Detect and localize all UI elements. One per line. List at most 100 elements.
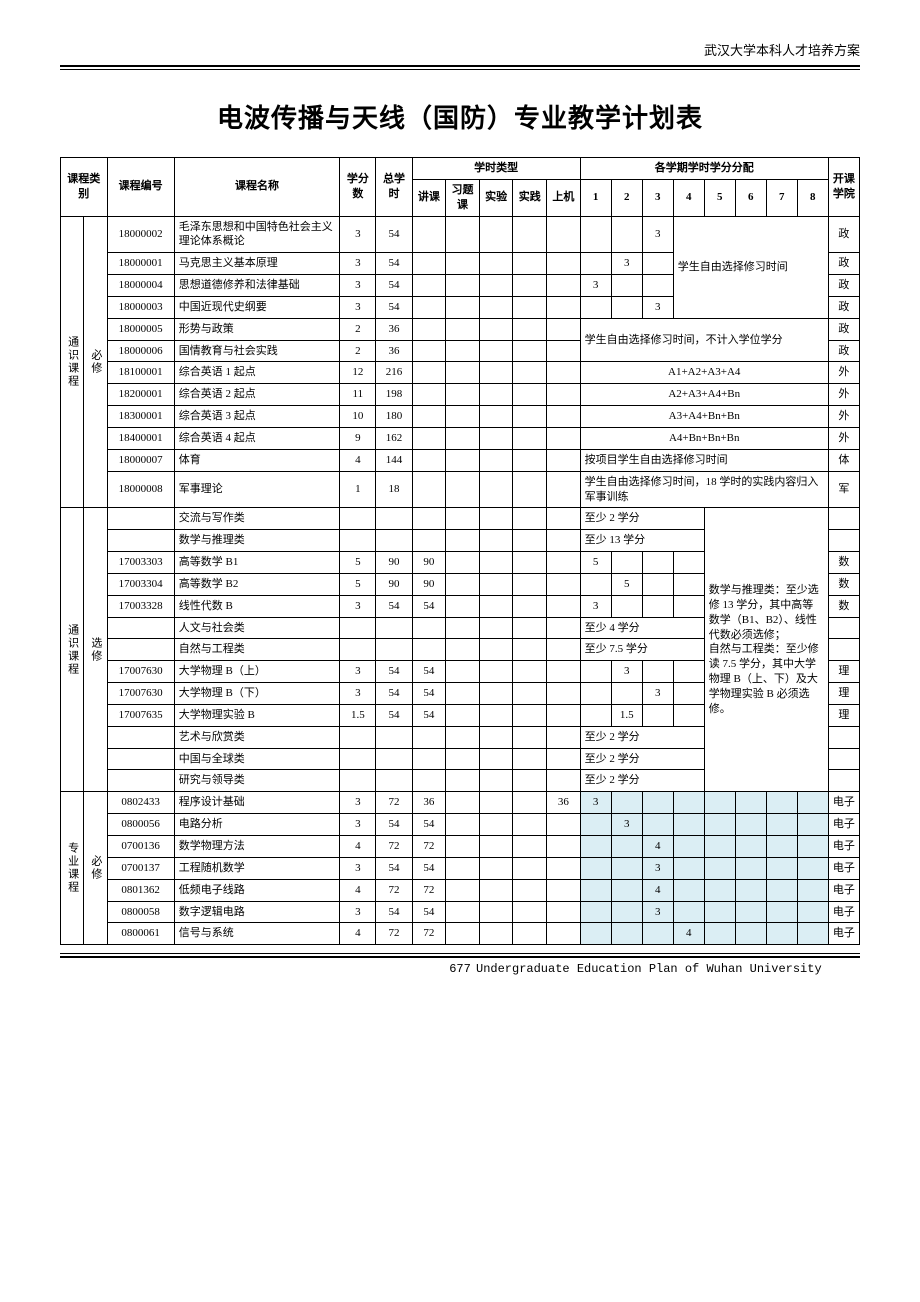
cat-major: 专业课程	[61, 792, 84, 945]
cell-credit: 12	[340, 362, 376, 384]
cell-code: 18400001	[107, 427, 174, 449]
cell-sem: 3	[580, 595, 611, 617]
cell-credit: 1.5	[340, 704, 376, 726]
cell-note: A3+A4+Bn+Bn	[580, 406, 828, 428]
footer-rule-thick	[60, 956, 860, 958]
table-row: 通识课程 选修 交流与写作类 至少 2 学分 数学与推理类：至少选修 13 学分…	[61, 508, 860, 530]
cell-dept: 政	[828, 318, 859, 340]
cell-dept: 数	[828, 573, 859, 595]
cell-name: 自然与工程类	[174, 639, 339, 661]
cell-credit: 9	[340, 427, 376, 449]
cell-code: 18000006	[107, 340, 174, 362]
cell-name: 研究与领导类	[174, 770, 339, 792]
cell-rightnote: 数学与推理类：至少选修 13 学分，其中高等数学（B1、B2）、线性代数必须选修…	[704, 508, 828, 792]
table-row: 0700137 工程随机数学 3 54 54 3 电子	[61, 857, 860, 879]
cell-note: 至少 2 学分	[580, 508, 704, 530]
th-code: 课程编号	[107, 158, 174, 217]
footer-text: Undergraduate Education Plan of Wuhan Un…	[476, 962, 822, 976]
cell-code: 0700136	[107, 836, 174, 858]
th-s8: 8	[797, 179, 828, 216]
cell-dept: 电子	[828, 923, 859, 945]
cat-sub: 选修	[84, 508, 107, 792]
cell-credit: 5	[340, 573, 376, 595]
cell-code: 0800061	[107, 923, 174, 945]
cell-code: 17007630	[107, 661, 174, 683]
cell-name: 工程随机数学	[174, 857, 339, 879]
cell-lec: 90	[412, 573, 446, 595]
cell-note: 学生自由选择修习时间，18 学时的实践内容归入军事训练	[580, 471, 828, 508]
cell-dept: 外	[828, 427, 859, 449]
cell-hours: 144	[376, 449, 412, 471]
th-s6: 6	[735, 179, 766, 216]
cell-hours: 54	[376, 814, 412, 836]
cell-name: 毛泽东思想和中国特色社会主义理论体系概论	[174, 216, 339, 253]
cell-sem: 3	[611, 253, 642, 275]
cell-hours: 54	[376, 857, 412, 879]
th-lecture: 讲课	[412, 179, 446, 216]
table-row: 18300001 综合英语 3 起点 10 180 A3+A4+Bn+Bn 外	[61, 406, 860, 428]
cell-dept: 政	[828, 253, 859, 275]
th-s7: 7	[766, 179, 797, 216]
cell-credit: 1	[340, 471, 376, 508]
cell-code: 18000003	[107, 296, 174, 318]
cell-note: 至少 7.5 学分	[580, 639, 704, 661]
cell-note: 至少 13 学分	[580, 530, 704, 552]
cell-credit: 3	[340, 857, 376, 879]
table-row: 18000007 体育 4 144 按项目学生自由选择修习时间 体	[61, 449, 860, 471]
cell-note: 学生自由选择修习时间	[673, 216, 828, 318]
cell-credit: 3	[340, 595, 376, 617]
cell-sem: 3	[580, 275, 611, 297]
cell-hours: 180	[376, 406, 412, 428]
cell-credit: 3	[340, 901, 376, 923]
cell-name: 体育	[174, 449, 339, 471]
cell-hours: 36	[376, 340, 412, 362]
cell-credit: 3	[340, 683, 376, 705]
cell-credit: 2	[340, 340, 376, 362]
cell-name: 大学物理实验 B	[174, 704, 339, 726]
cell-hours: 54	[376, 275, 412, 297]
th-category: 课程类别	[61, 158, 108, 217]
cell-dept: 数	[828, 595, 859, 617]
th-exp: 实验	[479, 179, 513, 216]
th-s2: 2	[611, 179, 642, 216]
cell-hours: 54	[376, 704, 412, 726]
th-semdist: 各学期学时学分分配	[580, 158, 828, 180]
table-row: 专业课程 必修 0802433 程序设计基础 3 72 36 36 3 电子	[61, 792, 860, 814]
th-s3: 3	[642, 179, 673, 216]
cell-name: 综合英语 1 起点	[174, 362, 339, 384]
cell-code: 17003304	[107, 573, 174, 595]
cell-dept: 电子	[828, 836, 859, 858]
cell-credit: 3	[340, 792, 376, 814]
table-row: 0800056 电路分析 3 54 54 3 电子	[61, 814, 860, 836]
cell-credit: 4	[340, 923, 376, 945]
table-row: 0700136 数学物理方法 4 72 72 4 电子	[61, 836, 860, 858]
cell-credit: 11	[340, 384, 376, 406]
table-row: 0800061 信号与系统 4 72 72 4 电子	[61, 923, 860, 945]
cell-name: 国情教育与社会实践	[174, 340, 339, 362]
cell-lec: 36	[412, 792, 446, 814]
cell-credit: 10	[340, 406, 376, 428]
cell-dept: 外	[828, 406, 859, 428]
cell-name: 高等数学 B2	[174, 573, 339, 595]
cell-lec: 90	[412, 552, 446, 574]
th-lab: 上机	[547, 179, 581, 216]
cell-sem: 5	[580, 552, 611, 574]
cat-major: 通识课程	[61, 216, 84, 508]
cell-note: 至少 2 学分	[580, 748, 704, 770]
cell-hours: 18	[376, 471, 412, 508]
th-practice: 实践	[513, 179, 547, 216]
cell-code: 0801362	[107, 879, 174, 901]
cell-hours: 54	[376, 595, 412, 617]
table-row: 18000008 军事理论 1 18 学生自由选择修习时间，18 学时的实践内容…	[61, 471, 860, 508]
th-name: 课程名称	[174, 158, 339, 217]
cell-dept: 电子	[828, 857, 859, 879]
cell-code: 18000001	[107, 253, 174, 275]
cell-credit: 3	[340, 661, 376, 683]
cell-name: 艺术与欣赏类	[174, 726, 339, 748]
cell-hours: 198	[376, 384, 412, 406]
cell-code: 18000008	[107, 471, 174, 508]
cell-credit: 3	[340, 275, 376, 297]
cell-hours: 54	[376, 661, 412, 683]
cat-major: 通识课程	[61, 508, 84, 792]
cell-code: 0800056	[107, 814, 174, 836]
